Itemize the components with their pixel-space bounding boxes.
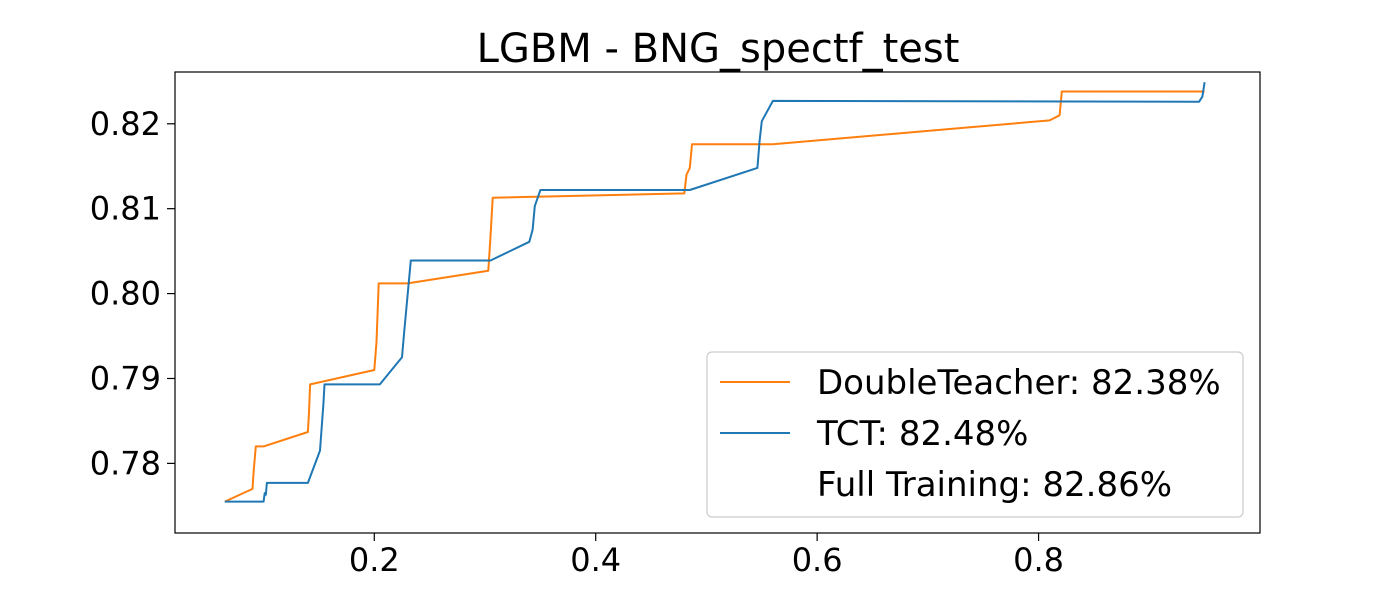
y-axis: 0.78 0.79 0.80 0.81 0.82 [90, 105, 175, 482]
x-axis: 0.2 0.4 0.6 0.8 [349, 533, 1064, 579]
legend-label-0: DoubleTeacher: 82.38% [817, 363, 1221, 403]
y-tick-label: 0.78 [90, 444, 161, 482]
y-tick-label: 0.82 [90, 105, 161, 143]
chart-title: LGBM - BNG_spectf_test [477, 26, 960, 72]
legend-box [706, 351, 1244, 518]
legend: DoubleTeacher: 82.38% TCT: 82.48% Full Tra… [706, 351, 1244, 518]
legend-label-2: Full Training: 82.86% [817, 465, 1172, 505]
y-tick-label: 0.81 [90, 190, 161, 228]
plot-area [174, 71, 1261, 534]
x-tick-label: 0.2 [349, 541, 400, 579]
x-tick-label: 0.6 [792, 541, 843, 579]
y-tick-label: 0.79 [90, 359, 161, 397]
series-line-1 [224, 82, 1206, 503]
x-tick-label: 0.8 [1013, 541, 1064, 579]
x-tick-label: 0.4 [570, 541, 621, 579]
plot-frame [174, 71, 1261, 534]
y-tick-label: 0.80 [90, 275, 161, 313]
legend-label-1: TCT: 82.48% [816, 414, 1028, 454]
series-layer [224, 82, 1206, 503]
series-line-0 [224, 90, 1205, 503]
